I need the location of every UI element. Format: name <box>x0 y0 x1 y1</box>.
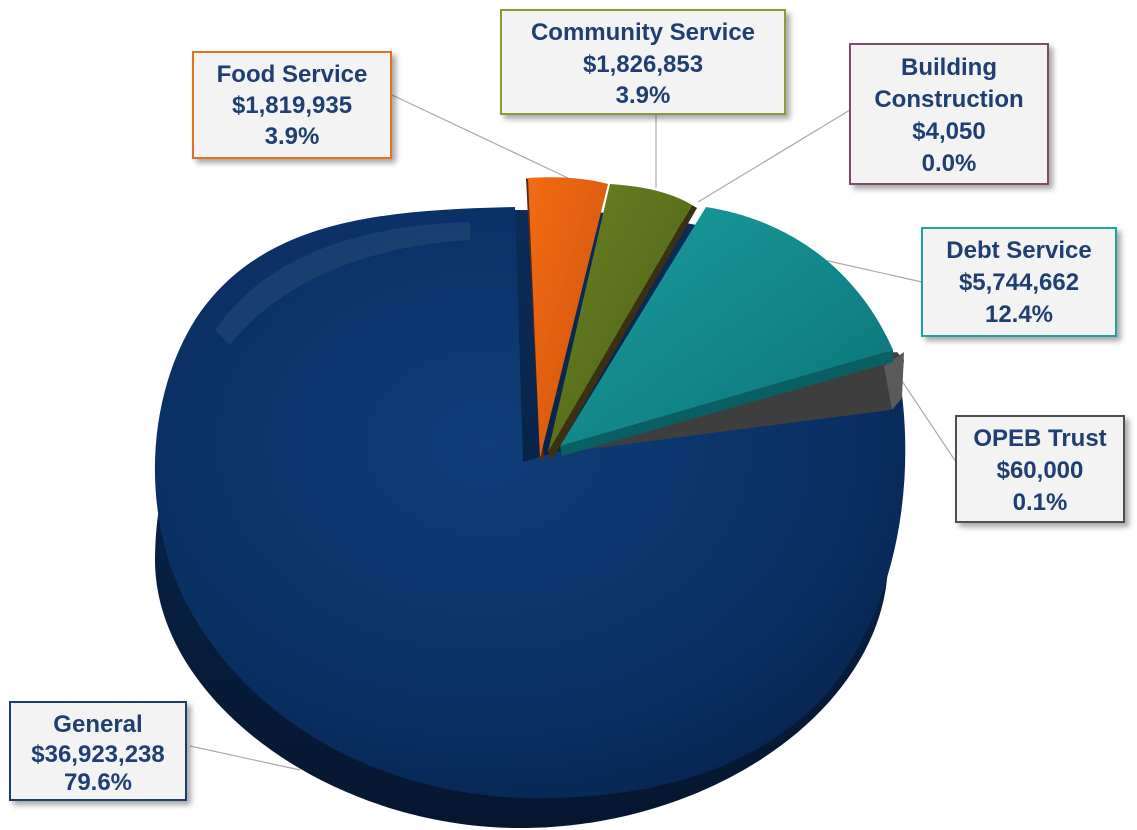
callout-general-percent: 79.6% <box>64 769 132 796</box>
callout-community-service-label: Community Service <box>531 19 755 46</box>
callout-building-construction-amount: $4,050 <box>912 118 985 145</box>
callout-debt-service: Debt Service $5,744,662 12.4% <box>921 227 1117 337</box>
slice-food-service <box>528 177 608 458</box>
slice-opeb-trust-top <box>884 352 904 410</box>
slice-debt-service <box>560 207 893 446</box>
callout-debt-service-amount: $5,744,662 <box>959 269 1079 296</box>
leader-lines <box>189 94 957 771</box>
callout-building-construction-percent: 0.0% <box>922 150 977 177</box>
callout-food-service-label: Food Service <box>217 61 368 88</box>
callout-food-service-amount: $1,819,935 <box>232 92 352 119</box>
slice-debt-service-side <box>560 350 893 456</box>
callout-opeb-trust-percent: 0.1% <box>1013 489 1068 516</box>
callout-food-service: Food Service $1,819,935 3.9% <box>192 51 392 159</box>
callout-opeb-trust-amount: $60,000 <box>997 457 1084 484</box>
callout-community-service-percent: 3.9% <box>616 82 671 109</box>
callout-community-service: Community Service $1,826,853 3.9% <box>500 9 786 115</box>
slice-community-service <box>548 184 692 452</box>
slice-general-highlight <box>215 222 470 345</box>
callout-building-construction: Building Construction $4,050 0.0% <box>849 43 1049 185</box>
callout-opeb-trust-label: OPEB Trust <box>973 425 1106 452</box>
leader-line-debt-service <box>814 257 923 283</box>
slice-community-service-side <box>548 205 697 460</box>
callout-opeb-trust-box <box>955 415 1125 523</box>
leader-line-general <box>189 745 301 771</box>
leader-line-food-service <box>391 94 569 179</box>
leader-line-opeb-trust <box>899 377 957 463</box>
callout-debt-service-percent: 12.4% <box>985 301 1053 328</box>
callout-general: General $36,923,238 79.6% <box>9 701 187 801</box>
callout-building-construction-box <box>849 43 1049 185</box>
callout-food-service-percent: 3.9% <box>265 123 320 150</box>
callout-food-service-box <box>192 51 392 159</box>
callout-general-amount: $36,923,238 <box>31 741 164 768</box>
callout-general-box <box>9 701 187 801</box>
callout-community-service-amount: $1,826,853 <box>583 51 703 78</box>
callout-general-label: General <box>53 711 142 738</box>
callout-debt-service-box <box>921 227 1117 337</box>
callout-building-construction-label-line2: Construction <box>874 86 1023 113</box>
slice-general <box>154 207 906 799</box>
callout-community-service-box <box>500 9 786 115</box>
leader-line-building-construction <box>697 109 851 203</box>
callout-debt-service-label: Debt Service <box>946 237 1091 264</box>
callout-building-construction-label-line1: Building <box>901 54 997 81</box>
callout-opeb-trust: OPEB Trust $60,000 0.1% <box>955 415 1125 523</box>
pie-slices <box>154 177 906 828</box>
